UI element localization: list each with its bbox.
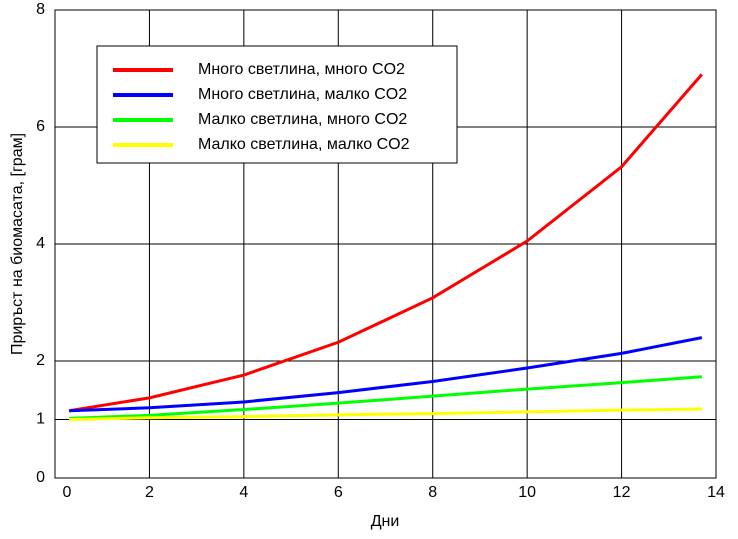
legend-label: Много светлина, малко CO2 bbox=[198, 86, 407, 103]
x-tick-label: 12 bbox=[613, 484, 631, 501]
x-tick-label: 8 bbox=[428, 484, 437, 501]
y-tick-label: 6 bbox=[36, 118, 45, 135]
y-tick-label: 4 bbox=[36, 235, 45, 252]
series-line bbox=[69, 375, 702, 420]
x-tick-label: 2 bbox=[145, 484, 154, 501]
series-line bbox=[69, 407, 702, 421]
legend-label: Малко светлина, малко CO2 bbox=[198, 136, 410, 153]
legend-label: Малко светлина, много CO2 bbox=[198, 111, 407, 128]
x-tick-label: 14 bbox=[707, 484, 725, 501]
series-line bbox=[68, 73, 703, 413]
y-tick-label: 2 bbox=[36, 352, 45, 369]
x-axis-label: Дни bbox=[371, 513, 400, 530]
y-axis-label: Приръст на биомасата, [грам] bbox=[9, 133, 26, 355]
y-tick-label: 1 bbox=[36, 411, 45, 428]
y-tick-label: 8 bbox=[36, 1, 45, 18]
x-tick-label: 10 bbox=[518, 484, 536, 501]
series-line bbox=[69, 336, 703, 413]
x-tick-label: 4 bbox=[239, 484, 248, 501]
y-tick-label: 0 bbox=[36, 469, 45, 486]
legend-label: Много светлина, много CO2 bbox=[198, 61, 405, 78]
x-tick-label: 6 bbox=[334, 484, 343, 501]
x-tick-label: 0 bbox=[63, 484, 72, 501]
